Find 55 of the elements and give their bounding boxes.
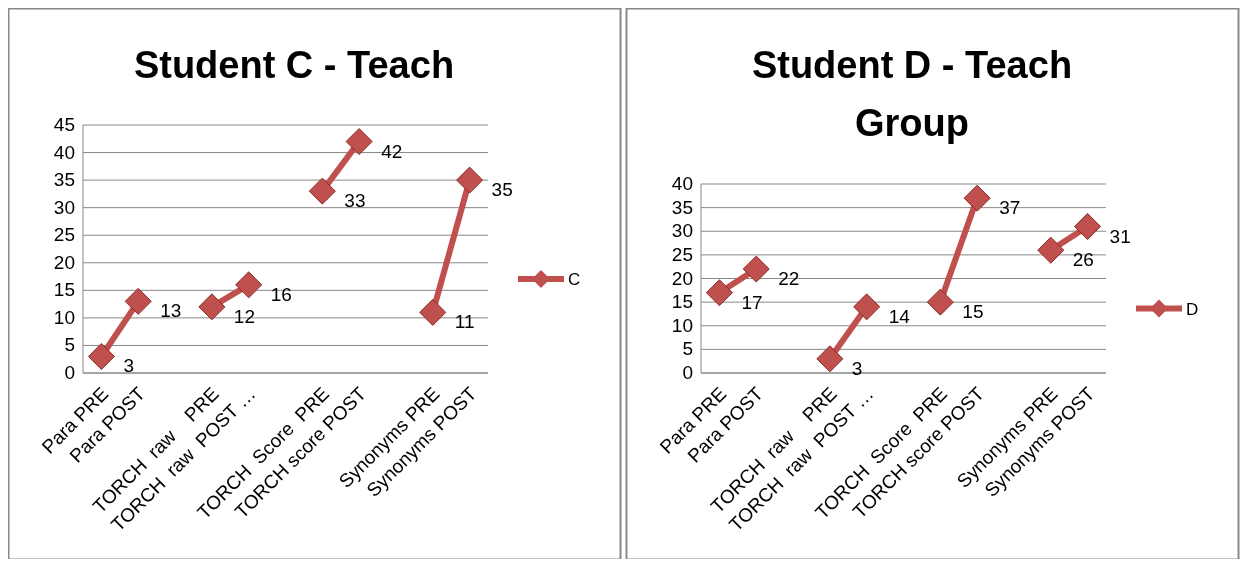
point [235,271,263,299]
data-label: 37 [999,197,1021,219]
data-label: 31 [1109,225,1131,247]
point [705,279,733,307]
y-tick-label: 35 [671,196,693,218]
y-tick-label: 30 [671,220,693,242]
y-tick-label: 20 [53,251,75,273]
point [456,166,484,194]
point [853,293,881,321]
y-tick-label: 15 [671,291,693,313]
point [926,288,954,316]
point [124,287,152,315]
point [742,255,770,283]
y-tick-label: 30 [53,196,75,218]
y-tick-label: 0 [64,362,75,383]
y-tick-label: 25 [671,243,693,265]
y-tick-label: 5 [64,334,75,356]
data-label: 17 [741,291,763,313]
chart-title: Student C - Teach [133,44,455,86]
y-tick-label: 35 [53,169,75,191]
y-tick-label: 25 [53,224,75,246]
data-label: 13 [160,300,182,322]
data-label: 3 [851,357,863,379]
y-tick-label: 40 [53,141,75,163]
y-tick-label: 10 [53,306,75,328]
point [419,298,447,326]
y-tick-label: 15 [53,279,75,301]
data-label: 16 [270,283,292,305]
data-label: 11 [454,311,475,333]
legend-label: D [1186,299,1199,319]
data-label: 15 [962,301,984,323]
data-label: 14 [888,305,911,327]
point [1037,236,1065,264]
data-label: 22 [778,268,800,290]
y-tick-label: 45 [53,114,75,135]
point [816,345,844,373]
point [308,177,336,205]
y-tick-label: 40 [671,173,693,194]
point [963,184,991,212]
y-tick-label: 5 [682,338,693,360]
chart-title: Student D - Teach Group [751,44,1073,144]
y-tick-label: 0 [682,362,693,383]
data-label: 35 [491,179,513,201]
legend-label: C [568,270,581,289]
data-label: 3 [123,355,134,377]
data-label: 12 [233,305,255,327]
y-tick-label: 20 [671,267,693,289]
data-label: 26 [1072,249,1094,271]
point [198,293,226,321]
data-label: 42 [381,140,403,162]
point [345,128,373,156]
point [1074,213,1102,241]
y-tick-label: 10 [671,314,693,336]
point [87,342,115,370]
data-label: 33 [344,190,366,212]
